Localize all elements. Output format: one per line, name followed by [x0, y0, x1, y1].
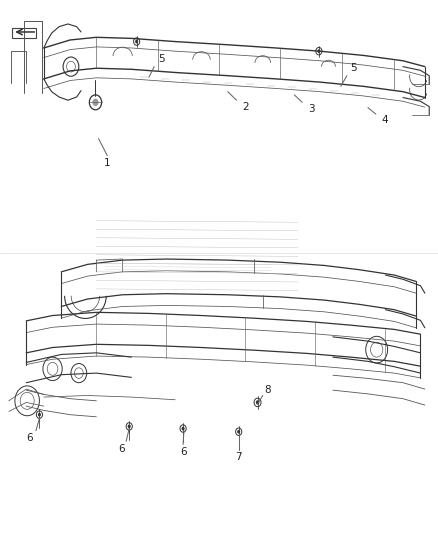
Text: 4: 4 [381, 115, 388, 125]
Text: 8: 8 [265, 385, 272, 395]
Text: 5: 5 [350, 63, 357, 73]
Text: 2: 2 [242, 102, 249, 111]
Text: 3: 3 [307, 104, 314, 114]
Text: 5: 5 [158, 54, 165, 63]
Circle shape [38, 413, 41, 417]
Circle shape [135, 39, 138, 43]
Text: 1: 1 [104, 158, 111, 167]
Circle shape [237, 430, 240, 434]
Text: 6: 6 [180, 447, 187, 457]
Text: 6: 6 [118, 444, 125, 454]
Circle shape [92, 99, 99, 106]
Circle shape [127, 424, 131, 429]
Text: 7: 7 [235, 453, 242, 462]
Text: 6: 6 [26, 433, 33, 443]
Circle shape [317, 50, 320, 53]
Circle shape [182, 426, 184, 431]
Circle shape [256, 400, 259, 405]
Bar [12, 28, 36, 38]
